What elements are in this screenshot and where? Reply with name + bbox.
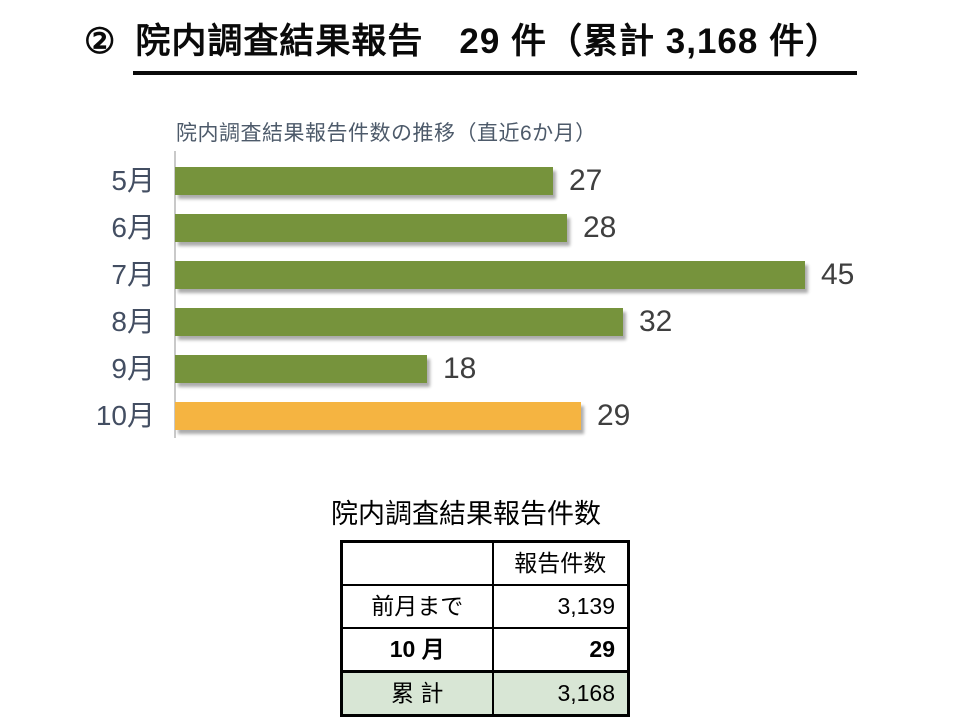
table-row-label: 前月まで [340, 584, 494, 629]
chart-title: 院内調査結果報告件数の推移（直近6か月） [176, 122, 597, 145]
table-row: 累 計 3,168 [340, 670, 630, 717]
bar-row: 5月 27 [0, 157, 960, 204]
slide-title-text: 院内調査結果報告 29 件（累計 3,168 件） [133, 20, 858, 75]
table-row: 10 月 29 [340, 627, 630, 673]
bar [175, 401, 581, 430]
table-row-label: 累 計 [340, 670, 494, 717]
bar-value-label: 27 [569, 163, 603, 197]
bar-category-label: 7月 [111, 258, 155, 290]
bar-row: 6月 28 [0, 204, 960, 251]
bar-value-label: 28 [583, 210, 617, 244]
report-table-body: 前月まで 3,139 10 月 29 累 計 3,168 [340, 584, 630, 717]
table-title: 院内調査結果報告件数 [331, 499, 601, 529]
bar [175, 166, 553, 195]
chart-axis-line [174, 151, 176, 438]
table-header-count: 報告件数 [491, 540, 630, 586]
bar [175, 307, 623, 336]
slide-title: ② 院内調査結果報告 29 件（累計 3,168 件） [84, 20, 858, 75]
bar-category-label: 10月 [95, 399, 155, 431]
bar [175, 213, 567, 242]
bar [175, 354, 427, 383]
table-row-value: 3,168 [491, 670, 630, 717]
bar-value-label: 45 [821, 257, 855, 291]
table-row-value: 3,139 [491, 584, 630, 629]
table-row-label: 10 月 [340, 627, 494, 673]
table-header-row: 報告件数 [340, 540, 630, 586]
bar-rows: 5月 27 6月 28 7月 45 8月 32 9月 18 10月 29 [0, 157, 960, 439]
bar-category-label: 8月 [111, 305, 155, 337]
slide-title-number: ② [84, 22, 116, 61]
bar-row: 9月 18 [0, 345, 960, 392]
bar-value-label: 29 [597, 398, 631, 432]
report-table: 報告件数 前月まで 3,139 10 月 29 累 計 3,168 [340, 540, 630, 717]
bar-category-label: 6月 [111, 211, 155, 243]
bar-category-label: 9月 [111, 352, 155, 384]
bar-row: 10月 29 [0, 392, 960, 439]
bar-row: 8月 32 [0, 298, 960, 345]
bar-category-label: 5月 [111, 164, 155, 196]
table-header-empty [340, 540, 494, 586]
bar-value-label: 18 [443, 351, 477, 385]
bar [175, 260, 805, 289]
bar-value-label: 32 [639, 304, 673, 338]
bar-row: 7月 45 [0, 251, 960, 298]
table-row: 前月まで 3,139 [340, 584, 630, 629]
table-row-value: 29 [491, 627, 630, 673]
